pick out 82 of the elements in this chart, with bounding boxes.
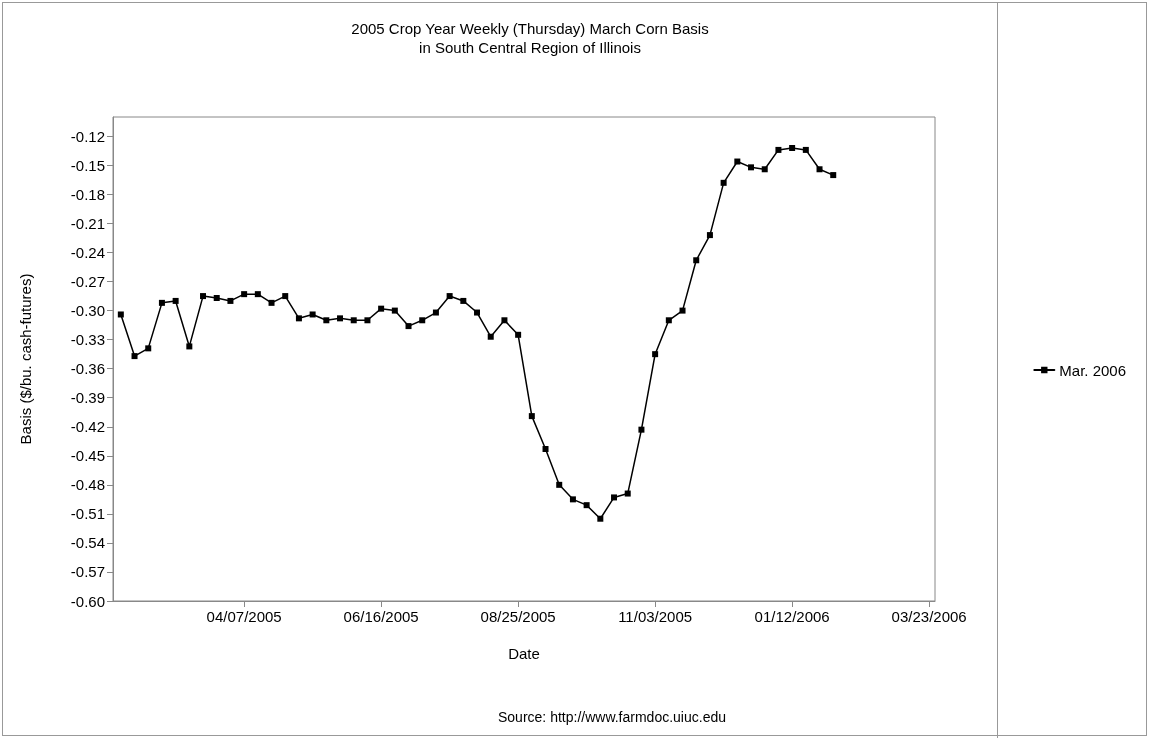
point [282,293,289,300]
point [432,309,439,316]
chart-title: 2005 Crop Year Weekly (Thursday) March Corn Basis [351,20,709,37]
point [337,315,344,322]
point [158,299,165,306]
y-tick-label: -0.42 [70,418,105,436]
point [802,146,809,153]
y-tick-label: -0.27 [70,273,105,291]
y-tick-label: -0.30 [70,302,105,320]
x-tick-label: 01/12/2006 [754,608,830,625]
point [254,291,261,298]
y-tick-label: -0.18 [70,185,105,203]
y-tick-label: -0.21 [70,214,105,232]
source-note: Source: http://www.farmdoc.uiuc.edu [498,709,726,725]
point [474,309,481,316]
y-tick-label: -0.39 [70,389,105,407]
point [268,299,275,306]
point [775,146,782,153]
chart-subtitle: in South Central Region of Illinois [419,39,641,56]
point [816,166,823,173]
point [583,502,590,509]
point [706,232,713,239]
point [241,291,248,298]
point [200,293,207,300]
y-tick-label: -0.60 [70,592,105,610]
x-tick-label: 08/25/2005 [480,608,556,625]
y-axis-title: Basis ($/bu. cash-futures) [17,273,34,445]
point [460,297,467,304]
point [638,426,645,433]
y-tick-label: -0.54 [70,534,105,552]
y-tick-label: -0.48 [70,476,105,494]
y-tick-label: -0.15 [70,156,105,174]
point [720,179,727,186]
point [131,353,138,360]
point [391,307,398,314]
y-tick-label: -0.45 [70,447,105,465]
point [597,515,604,522]
point [542,446,549,453]
point [528,413,535,420]
point [487,333,494,340]
point [145,345,152,352]
point [309,311,316,318]
point [569,496,576,503]
point [693,257,700,264]
y-tick-label: -0.36 [70,360,105,378]
x-tick-label: 06/16/2005 [343,608,419,625]
point [679,307,686,314]
point [734,158,741,165]
x-axis-title: Date [508,645,540,662]
point [665,317,672,324]
point [323,317,330,324]
y-tick-label: -0.33 [70,331,105,349]
point [652,351,659,358]
x-tick-label: 11/03/2005 [618,608,693,625]
y-tick-label: -0.51 [70,505,105,523]
point [501,317,508,324]
point [405,323,412,330]
y-tick-label: -0.24 [70,244,105,262]
point [295,315,302,322]
point [830,172,837,179]
point [186,343,193,350]
point [748,164,755,171]
point [350,317,357,324]
point [611,494,618,501]
point [172,297,179,304]
point [227,297,234,304]
point [515,331,522,338]
point [378,305,385,312]
point [761,166,768,173]
y-tick-label: -0.12 [70,127,105,145]
point [556,481,563,488]
y-tick-label: -0.57 [70,563,105,581]
legend-label: Mar. 2006 [1059,361,1127,379]
point [624,490,631,497]
x-tick-label: 03/23/2006 [891,608,967,625]
point [117,311,124,318]
point [364,317,371,324]
point [446,293,453,300]
x-tick-label: 04/07/2005 [206,608,282,625]
point [213,295,220,302]
point [419,317,426,324]
point [789,144,796,151]
